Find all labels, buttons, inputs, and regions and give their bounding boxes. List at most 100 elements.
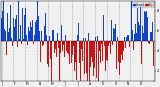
Bar [38, 16, 39, 41]
Bar [128, 35, 129, 41]
Bar [28, 27, 29, 41]
Bar [74, 41, 75, 50]
Bar [118, 41, 119, 62]
Bar [19, 39, 20, 41]
Bar [150, 32, 151, 41]
Bar [71, 41, 72, 64]
Bar [87, 25, 88, 41]
Bar [10, 5, 11, 41]
Bar [9, 28, 10, 41]
Bar [140, 39, 141, 41]
Bar [53, 30, 54, 41]
Bar [122, 41, 123, 60]
Bar [82, 41, 83, 61]
Bar [62, 41, 63, 51]
Bar [79, 41, 80, 63]
Bar [147, 17, 148, 41]
Bar [59, 41, 60, 80]
Bar [129, 41, 130, 47]
Bar [54, 41, 55, 53]
Bar [56, 41, 57, 62]
Bar [58, 41, 59, 48]
Bar [18, 1, 19, 41]
Bar [27, 41, 28, 45]
Bar [60, 41, 61, 53]
Bar [5, 1, 6, 41]
Bar [50, 41, 51, 59]
Bar [2, 11, 3, 41]
Bar [31, 27, 32, 41]
Bar [48, 41, 49, 67]
Bar [103, 15, 104, 41]
Bar [77, 35, 78, 41]
Bar [86, 41, 87, 73]
Bar [47, 41, 48, 64]
Bar [11, 38, 12, 41]
Bar [3, 1, 4, 41]
Bar [41, 31, 42, 41]
Bar [25, 8, 26, 41]
Bar [13, 18, 14, 41]
Bar [108, 41, 109, 46]
Bar [98, 41, 99, 80]
Bar [153, 1, 154, 41]
Bar [51, 32, 52, 41]
Bar [139, 25, 140, 41]
Bar [26, 35, 27, 41]
Bar [69, 41, 70, 64]
Bar [15, 19, 16, 41]
Bar [24, 15, 25, 41]
Bar [117, 37, 118, 41]
Bar [72, 41, 73, 55]
Bar [144, 11, 145, 41]
Bar [111, 20, 112, 41]
Bar [131, 1, 132, 41]
Bar [61, 25, 62, 41]
Bar [112, 41, 113, 54]
Bar [149, 41, 150, 44]
Bar [12, 41, 13, 46]
Bar [121, 41, 122, 55]
Bar [92, 41, 93, 62]
Bar [94, 41, 95, 68]
Bar [124, 37, 125, 41]
Bar [76, 41, 77, 80]
Bar [64, 41, 65, 57]
Bar [30, 22, 31, 41]
Bar [102, 41, 103, 61]
Bar [42, 41, 43, 46]
Bar [39, 31, 40, 41]
Bar [137, 8, 138, 41]
Bar [93, 41, 94, 76]
Bar [1, 18, 2, 41]
Bar [33, 8, 34, 41]
Bar [114, 29, 115, 41]
Bar [91, 41, 92, 57]
Bar [136, 33, 137, 41]
Bar [120, 41, 121, 63]
Bar [78, 23, 79, 41]
Bar [90, 41, 91, 67]
Bar [32, 20, 33, 41]
Bar [115, 38, 116, 41]
Bar [107, 41, 108, 61]
Bar [126, 37, 127, 41]
Legend: Humid, Dry: Humid, Dry [132, 2, 154, 7]
Bar [116, 41, 117, 69]
Bar [14, 27, 15, 41]
Bar [57, 33, 58, 41]
Bar [7, 13, 8, 41]
Bar [55, 41, 56, 49]
Bar [67, 41, 68, 53]
Bar [43, 41, 44, 45]
Bar [36, 20, 37, 41]
Bar [138, 22, 139, 41]
Bar [109, 41, 110, 43]
Bar [8, 32, 9, 41]
Bar [73, 41, 74, 46]
Bar [146, 11, 147, 41]
Bar [97, 36, 98, 41]
Bar [46, 35, 47, 41]
Bar [135, 24, 136, 41]
Bar [105, 41, 106, 71]
